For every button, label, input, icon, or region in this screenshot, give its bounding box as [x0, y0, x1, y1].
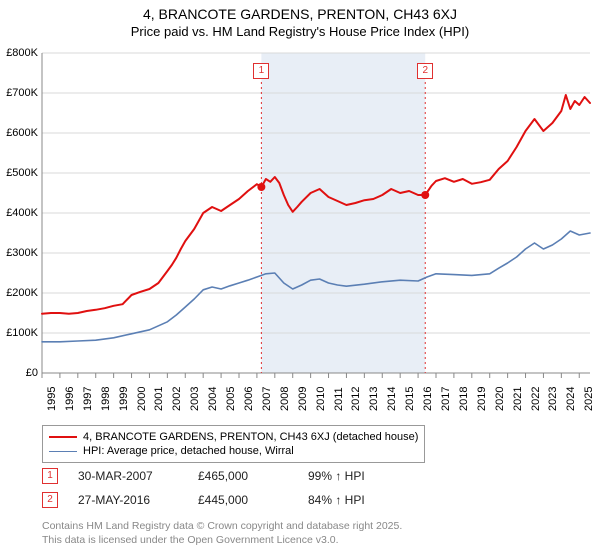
sale-hpi: 84% ↑ HPI: [308, 493, 365, 507]
x-tick-label: 2008: [279, 387, 291, 411]
y-tick-label: £600K: [0, 127, 38, 139]
x-tick-label: 2019: [476, 387, 488, 411]
footer-attribution: Contains HM Land Registry data © Crown c…: [42, 520, 402, 547]
y-tick-label: £200K: [0, 287, 38, 299]
y-tick-label: £0: [0, 367, 38, 379]
x-tick-label: 1999: [118, 387, 130, 411]
x-tick-label: 2005: [225, 387, 237, 411]
legend-label: HPI: Average price, detached house, Wirr…: [83, 445, 294, 457]
x-tick-label: 2023: [547, 387, 559, 411]
sale-row-marker: 2: [42, 492, 58, 508]
sale-row-2: 2 27-MAY-2016£445,00084% ↑ HPI: [42, 492, 365, 508]
x-tick-label: 2010: [315, 387, 327, 411]
legend-swatch: [49, 451, 77, 452]
x-tick-label: 2014: [386, 387, 398, 411]
chart-svg: [0, 43, 600, 423]
footer-line2: This data is licensed under the Open Gov…: [42, 534, 402, 548]
y-tick-label: £100K: [0, 327, 38, 339]
y-tick-label: £400K: [0, 207, 38, 219]
x-tick-label: 2025: [583, 387, 595, 411]
sale-row-1: 1 30-MAR-2007£465,00099% ↑ HPI: [42, 468, 365, 484]
x-tick-label: 2011: [333, 387, 345, 411]
legend-row: 4, BRANCOTE GARDENS, PRENTON, CH43 6XJ (…: [49, 430, 418, 444]
x-tick-label: 2004: [207, 387, 219, 411]
x-tick-label: 2020: [494, 387, 506, 411]
legend-swatch: [49, 436, 77, 438]
x-tick-label: 2002: [171, 387, 183, 411]
y-tick-label: £800K: [0, 47, 38, 59]
y-tick-label: £700K: [0, 87, 38, 99]
x-tick-label: 1996: [64, 387, 76, 411]
sale-marker-1: 1: [253, 63, 269, 79]
sale-hpi: 99% ↑ HPI: [308, 469, 365, 483]
x-tick-label: 2001: [153, 387, 165, 411]
x-tick-label: 1998: [100, 387, 112, 411]
sale-row-marker: 1: [42, 468, 58, 484]
x-tick-label: 2015: [404, 387, 416, 411]
sale-date: 27-MAY-2016: [78, 493, 198, 507]
y-tick-label: £300K: [0, 247, 38, 259]
x-tick-label: 2007: [261, 387, 273, 411]
x-tick-label: 1997: [82, 387, 94, 411]
x-tick-label: 2009: [297, 387, 309, 411]
sale-marker-2: 2: [417, 63, 433, 79]
x-tick-label: 2017: [440, 387, 452, 411]
x-tick-label: 2024: [565, 387, 577, 411]
sale-date: 30-MAR-2007: [78, 469, 198, 483]
legend-label: 4, BRANCOTE GARDENS, PRENTON, CH43 6XJ (…: [83, 431, 418, 443]
sale-price: £465,000: [198, 469, 308, 483]
x-tick-label: 2000: [136, 387, 148, 411]
x-tick-label: 2021: [512, 387, 524, 411]
footer-line1: Contains HM Land Registry data © Crown c…: [42, 520, 402, 534]
sale-price: £445,000: [198, 493, 308, 507]
legend-row: HPI: Average price, detached house, Wirr…: [49, 444, 418, 458]
x-tick-label: 2003: [189, 387, 201, 411]
x-tick-label: 2022: [530, 387, 542, 411]
x-tick-label: 2013: [368, 387, 380, 411]
chart-title-line1: 4, BRANCOTE GARDENS, PRENTON, CH43 6XJ: [0, 0, 600, 22]
chart-title-line2: Price paid vs. HM Land Registry's House …: [0, 22, 600, 43]
chart-area: £0 £100K £200K £300K £400K £500K £600K £700K £80…: [0, 43, 600, 423]
legend-box: 4, BRANCOTE GARDENS, PRENTON, CH43 6XJ (…: [42, 425, 425, 463]
x-tick-label: 2016: [422, 387, 434, 411]
y-tick-label: £500K: [0, 167, 38, 179]
x-tick-label: 2006: [243, 387, 255, 411]
x-tick-label: 2012: [350, 387, 362, 411]
x-tick-label: 2018: [458, 387, 470, 411]
x-tick-label: 1995: [46, 387, 58, 411]
